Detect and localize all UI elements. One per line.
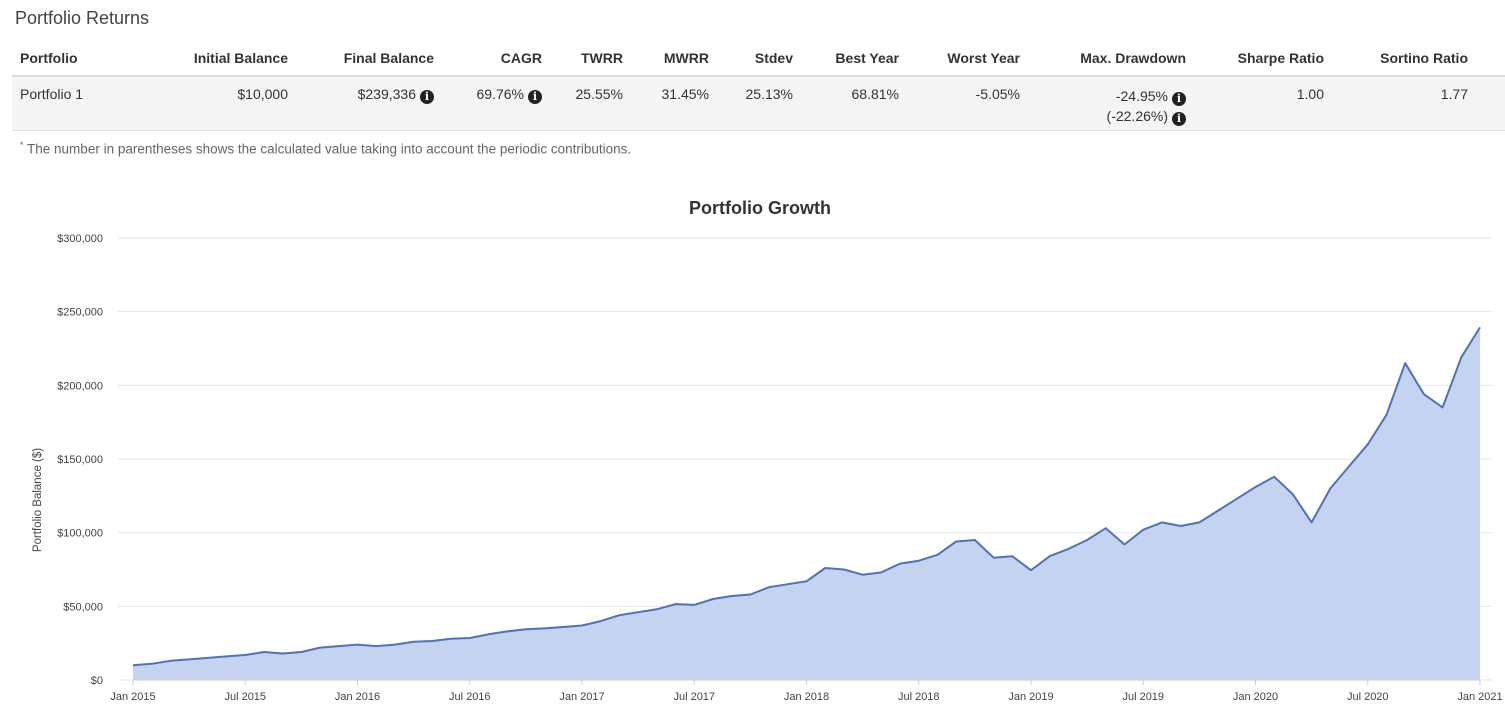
y-tick-label: $50,000: [63, 601, 103, 613]
col-header-spacer: [1476, 41, 1505, 77]
cell-worst-year: -5.05%: [907, 76, 1028, 131]
section-title: Portfolio Returns: [15, 8, 150, 28]
x-tick-label: Jan 2018: [784, 691, 829, 703]
y-tick-label: $150,000: [57, 454, 103, 466]
footnote: * The number in parentheses shows the ca…: [20, 140, 631, 157]
x-tick-label: Jan 2020: [1233, 691, 1278, 703]
table-header-row: Portfolio Initial Balance Final Balance …: [12, 41, 1505, 77]
y-tick-label: $100,000: [57, 528, 103, 540]
x-tick-label: Jul 2015: [224, 691, 266, 703]
col-header-initial-balance: Initial Balance: [123, 41, 296, 77]
cell-best-year: 68.81%: [801, 76, 907, 131]
y-tick-label: $300,000: [57, 233, 103, 245]
portfolio-growth-chart: Portfolio Growth Portfolio Balance ($) $…: [32, 198, 1503, 703]
max-drawdown-value: -24.95%: [1115, 88, 1168, 104]
y-axis-label: Portfolio Balance ($): [32, 448, 44, 552]
x-tick-label: Jul 2017: [673, 691, 715, 703]
y-axis-ticks: $0 $50,000 $100,000 $150,000 $200,000 $250,00…: [57, 233, 103, 687]
x-tick-label: Jul 2019: [1122, 691, 1164, 703]
info-icon[interactable]: i: [1172, 112, 1186, 126]
cell-max-drawdown: -24.95% i (-22.26%) i: [1028, 76, 1194, 131]
series-line: [132, 326, 1481, 667]
x-tick-label: Jan 2019: [1008, 691, 1053, 703]
footnote-text: The number in parentheses shows the calc…: [27, 141, 632, 157]
cell-final-balance: $239,336 i: [296, 76, 442, 131]
cell-mwrr: 31.45%: [631, 76, 717, 131]
x-tick-label: Jan 2015: [110, 691, 155, 703]
series-area: [133, 327, 1480, 680]
portfolio-returns-table: Portfolio Initial Balance Final Balance …: [12, 41, 1505, 131]
col-header-sharpe-ratio: Sharpe Ratio: [1194, 41, 1332, 77]
col-header-cagr: CAGR: [442, 41, 550, 77]
col-header-portfolio: Portfolio: [12, 41, 123, 77]
x-tick-label: Jan 2017: [559, 691, 604, 703]
cagr-value: 69.76%: [476, 86, 524, 102]
col-header-max-drawdown: Max. Drawdown: [1028, 41, 1194, 77]
x-tick-label: Jul 2020: [1347, 691, 1389, 703]
col-header-worst-year: Worst Year: [907, 41, 1028, 77]
cell-sharpe-ratio: 1.00: [1194, 76, 1332, 131]
plot-area: [132, 326, 1481, 681]
cell-twrr: 25.55%: [550, 76, 631, 131]
cell-spacer: [1476, 76, 1505, 131]
y-tick-label: $0: [91, 675, 103, 687]
table-row: Portfolio 1 $10,000 $239,336 i 69.76% i 25…: [12, 76, 1505, 131]
y-tick-label: $200,000: [57, 380, 103, 392]
col-header-sortino-ratio: Sortino Ratio: [1332, 41, 1476, 77]
col-header-twrr: TWRR: [550, 41, 631, 77]
final-balance-value: $239,336: [357, 86, 416, 102]
info-icon[interactable]: i: [1172, 92, 1186, 106]
grid-lines: [118, 237, 1492, 681]
cell-portfolio: Portfolio 1: [12, 76, 123, 131]
cell-sortino-ratio: 1.77: [1332, 76, 1476, 131]
x-axis-ticks: Jan 2015 Jul 2015 Jan 2016 Jul 2016 Jan 2017…: [110, 680, 1503, 703]
col-header-stdev: Stdev: [717, 41, 801, 77]
x-tick-label: Jan 2016: [335, 691, 380, 703]
footnote-marker: *: [20, 140, 24, 150]
info-icon[interactable]: i: [528, 90, 542, 104]
x-tick-label: Jan 2021: [1457, 691, 1502, 703]
cell-cagr: 69.76% i: [442, 76, 550, 131]
info-icon[interactable]: i: [420, 90, 434, 104]
chart-title: Portfolio Growth: [689, 198, 831, 218]
max-drawdown-contrib-value: (-22.26%): [1106, 108, 1168, 124]
col-header-best-year: Best Year: [801, 41, 907, 77]
x-tick-label: Jul 2016: [449, 691, 491, 703]
col-header-final-balance: Final Balance: [296, 41, 442, 77]
x-tick-label: Jul 2018: [898, 691, 940, 703]
cell-stdev: 25.13%: [717, 76, 801, 131]
cell-initial-balance: $10,000: [123, 76, 296, 131]
y-tick-label: $250,000: [57, 307, 103, 319]
col-header-mwrr: MWRR: [631, 41, 717, 77]
